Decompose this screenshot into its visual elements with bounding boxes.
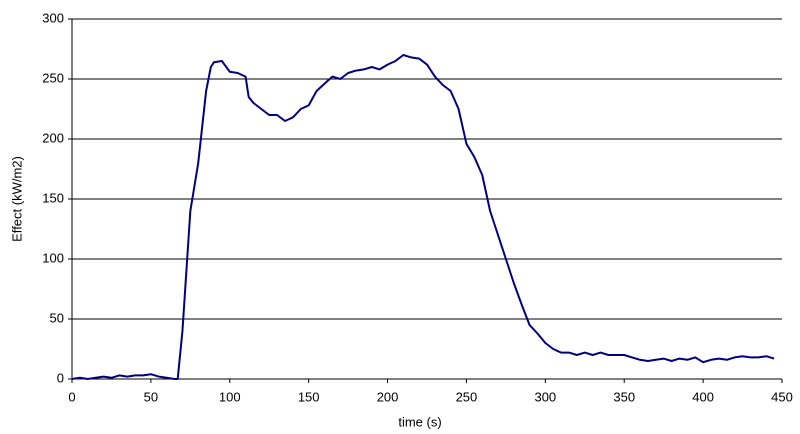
x-tick-label: 0 [68,389,75,404]
x-tick-label: 150 [298,389,320,404]
x-tick-label: 200 [377,389,399,404]
x-tick-label: 300 [534,389,556,404]
x-tick-label: 250 [456,389,478,404]
x-tick-label: 50 [144,389,158,404]
y-tick-label: 150 [42,190,64,205]
x-tick-label: 100 [219,389,241,404]
x-tick-label: 400 [692,389,714,404]
y-axis-label: Effect (kW/m2) [9,156,24,242]
data-line [71,54,775,380]
x-tick-label: 450 [771,389,793,404]
y-tick-label: 0 [57,370,64,385]
y-tick-label: 300 [42,10,64,25]
x-axis-label: time (s) [398,414,441,429]
y-tick-label: 50 [50,310,64,325]
x-tick-label: 350 [613,389,635,404]
y-tick-label: 250 [42,70,64,85]
y-tick-label: 200 [42,130,64,145]
y-tick-label: 100 [42,250,64,265]
